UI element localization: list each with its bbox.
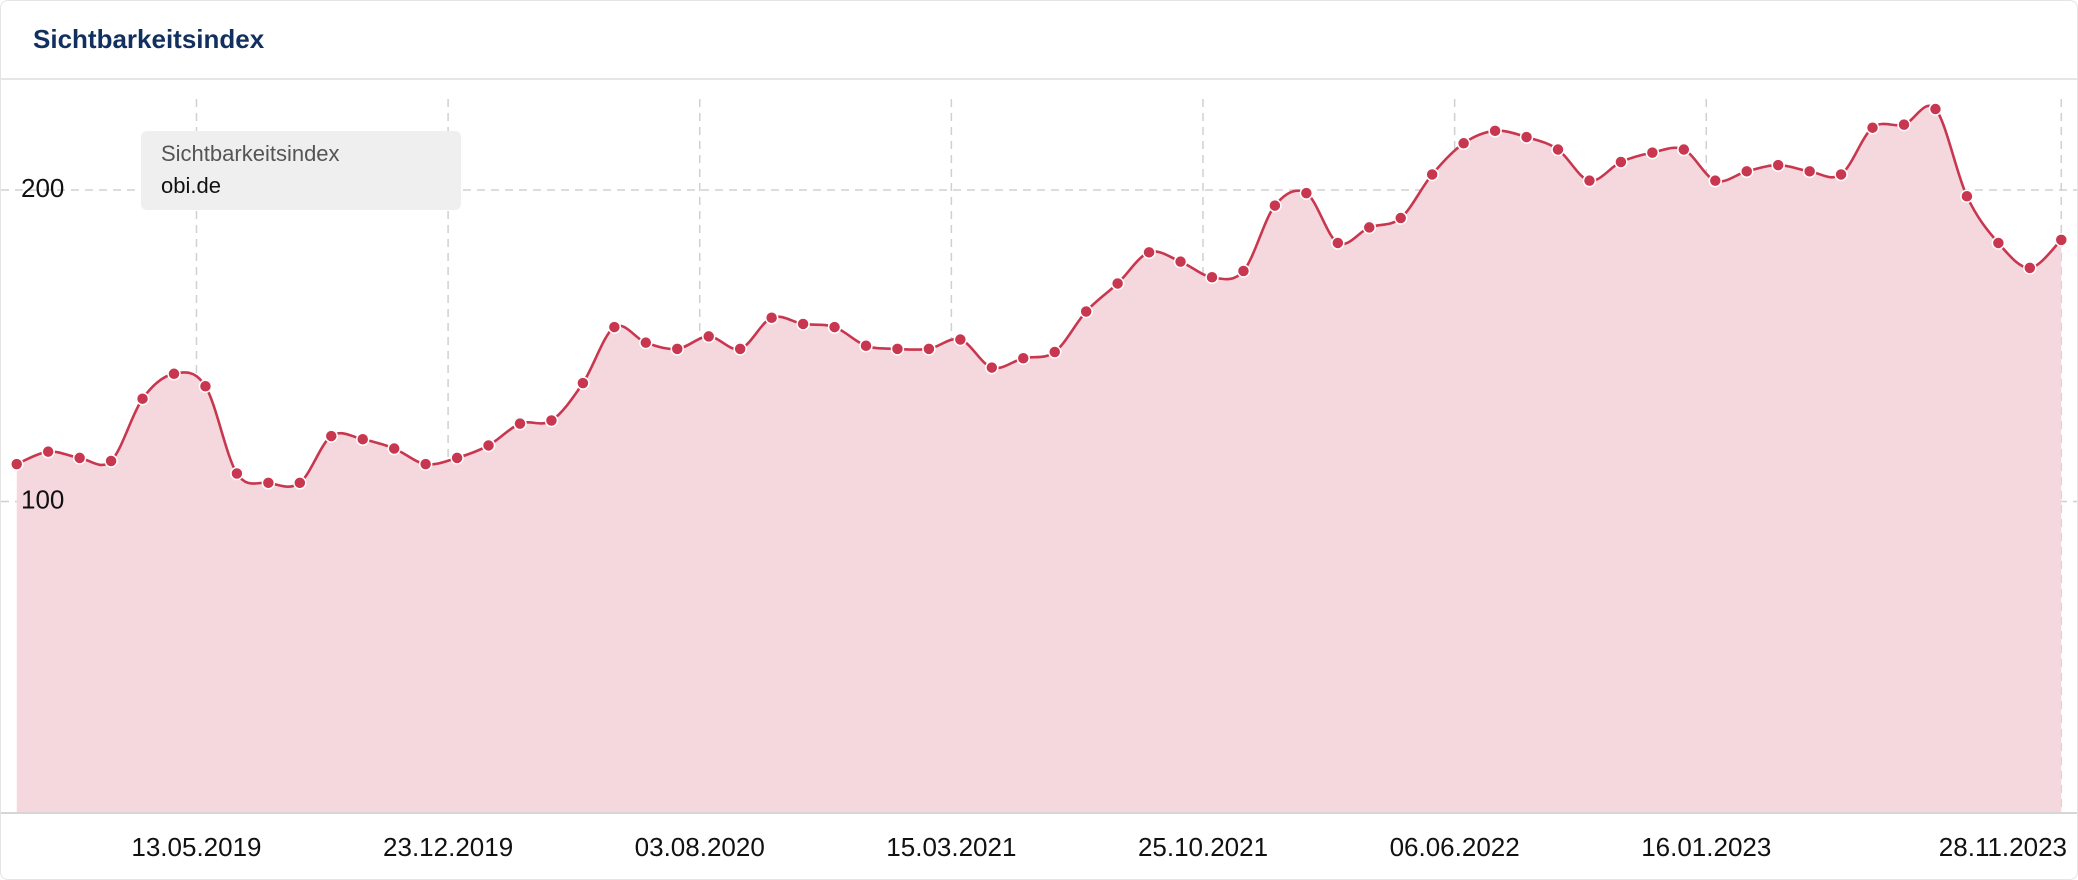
plot: 100 200 <box>1 99 2077 814</box>
x-tick-label: 28.11.2023 <box>1939 832 2067 862</box>
legend: Sichtbarkeitsindex obi.de <box>141 131 461 210</box>
y-tick-label: 200 <box>21 173 64 203</box>
data-point <box>1834 167 1848 182</box>
data-point <box>1047 345 1062 359</box>
data-point <box>481 438 496 453</box>
data-point <box>41 444 55 459</box>
data-point <box>1079 304 1093 319</box>
x-tick-label: 16.01.2023 <box>1641 832 1771 862</box>
data-point <box>1802 164 1817 179</box>
data-point <box>72 451 87 465</box>
data-point <box>576 376 590 390</box>
data-point <box>198 379 213 394</box>
data-point <box>1236 264 1251 278</box>
data-point <box>1456 136 1471 151</box>
data-point <box>2054 233 2069 247</box>
data-point <box>1519 130 1534 144</box>
x-tick-label: 13.05.2019 <box>131 832 261 862</box>
data-point <box>1425 167 1439 182</box>
data-point <box>670 342 685 356</box>
data-point <box>922 342 936 356</box>
area <box>16 105 2062 813</box>
data-point <box>2023 261 2037 275</box>
data-point <box>1582 173 1597 188</box>
data-point <box>796 317 810 331</box>
data-point <box>890 342 905 356</box>
legend-box <box>141 131 461 210</box>
data-point <box>1299 186 1314 200</box>
data-point <box>1897 117 1911 132</box>
data-point <box>639 335 653 350</box>
data-point <box>1393 211 1408 225</box>
data-point <box>1771 158 1785 172</box>
data-point <box>1362 220 1377 235</box>
data-point <box>607 320 622 334</box>
x-tick-label: 25.10.2021 <box>1138 832 1268 862</box>
x-tick-label: 15.03.2021 <box>886 832 1016 862</box>
data-point <box>230 466 244 481</box>
data-point <box>701 329 716 344</box>
data-point <box>1960 189 1974 204</box>
data-point <box>1110 276 1125 291</box>
legend-entry: obi.de <box>161 173 221 198</box>
data-point <box>827 320 842 334</box>
data-point <box>135 391 150 406</box>
data-point <box>1645 145 1660 160</box>
data-point <box>953 332 968 347</box>
data-point <box>1268 198 1282 213</box>
x-tick-label: 03.08.2020 <box>635 832 765 862</box>
y-tick-label: 100 <box>21 484 64 514</box>
chart-title: Sichtbarkeitsindex <box>33 24 265 54</box>
x-tick-label: 23.12.2019 <box>383 832 513 862</box>
data-point <box>1488 124 1502 138</box>
data-point <box>1142 245 1156 260</box>
data-point <box>355 432 370 446</box>
data-point <box>261 476 276 490</box>
data-point <box>1016 351 1031 365</box>
data-point <box>104 454 118 468</box>
data-point <box>450 451 464 465</box>
data-point <box>513 416 527 431</box>
data-point <box>418 457 433 471</box>
data-point <box>985 360 999 375</box>
data-point <box>1551 142 1565 157</box>
x-tick-label: 06.06.2022 <box>1390 832 1520 862</box>
data-point <box>324 429 339 443</box>
data-point <box>733 342 747 356</box>
data-point <box>1173 254 1188 269</box>
data-point <box>387 441 401 456</box>
data-point <box>1205 270 1219 284</box>
legend-title: Sichtbarkeitsindex <box>161 141 340 166</box>
data-point <box>1331 236 1345 250</box>
data-point <box>1708 173 1723 188</box>
data-point <box>1991 236 2006 250</box>
data-point <box>9 457 24 471</box>
data-point <box>764 310 779 325</box>
data-point <box>293 476 307 490</box>
data-point <box>167 367 181 381</box>
data-point <box>1739 164 1754 179</box>
data-point <box>859 339 873 353</box>
data-point <box>1614 155 1628 169</box>
data-point <box>544 413 559 428</box>
data-point <box>1928 102 1943 116</box>
data-point <box>1677 142 1691 157</box>
data-point <box>1865 120 1880 135</box>
